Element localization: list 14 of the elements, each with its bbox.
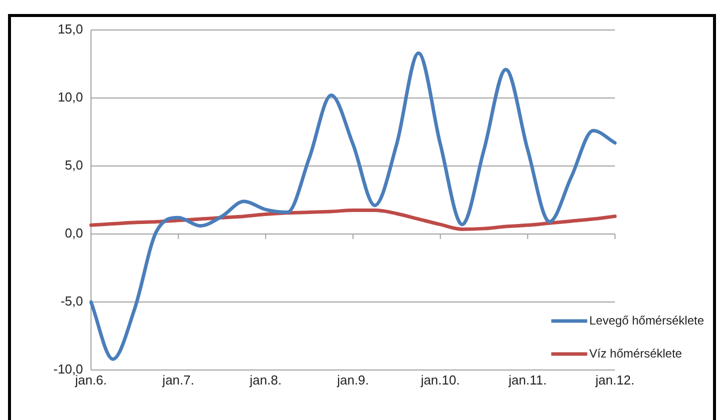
x-tick-label: jan.7. [161, 372, 194, 388]
y-tick-label: 10,0 [58, 90, 83, 105]
x-tick-label: jan.11. [508, 372, 547, 388]
x-tick-label: jan.9. [336, 372, 369, 388]
y-tick-label: 15,0 [58, 22, 83, 37]
line-series [89, 208, 617, 231]
legend-label: Levegő hőmérséklete [589, 313, 704, 328]
y-tick-label: 0,0 [64, 226, 83, 241]
x-tick-label: jan.10. [420, 372, 460, 388]
x-tick-label: jan.12. [594, 372, 635, 388]
legend-label: Víz hőmérséklete [589, 346, 682, 360]
y-tick-label: 5,0 [64, 158, 83, 173]
y-tick-label: -5,0 [60, 294, 83, 309]
x-tick-label: jan.8. [248, 372, 282, 388]
